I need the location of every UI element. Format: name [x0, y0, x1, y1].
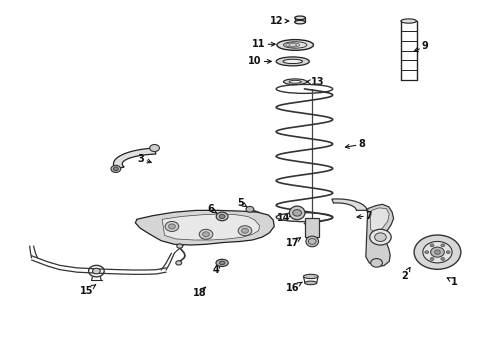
Circle shape [111, 165, 121, 172]
Circle shape [246, 206, 254, 212]
Text: 13: 13 [306, 77, 325, 87]
Circle shape [93, 268, 100, 274]
Circle shape [435, 250, 441, 254]
Circle shape [169, 224, 175, 229]
Ellipse shape [219, 261, 225, 265]
Ellipse shape [283, 59, 302, 64]
Circle shape [165, 221, 179, 231]
Ellipse shape [306, 236, 318, 247]
Circle shape [431, 247, 444, 257]
Ellipse shape [216, 259, 228, 266]
Circle shape [219, 214, 225, 219]
Text: 5: 5 [238, 198, 247, 208]
Circle shape [199, 229, 213, 239]
Polygon shape [366, 204, 393, 266]
Polygon shape [162, 214, 260, 240]
Text: 15: 15 [80, 285, 96, 296]
Text: 3: 3 [138, 154, 151, 163]
Circle shape [371, 258, 382, 267]
Circle shape [441, 257, 445, 260]
Polygon shape [135, 210, 274, 245]
Text: 18: 18 [194, 287, 207, 297]
Circle shape [308, 239, 316, 244]
Circle shape [176, 261, 182, 265]
Text: 9: 9 [414, 41, 429, 51]
Polygon shape [114, 148, 156, 169]
Circle shape [374, 233, 386, 242]
Circle shape [423, 242, 452, 263]
Circle shape [202, 232, 209, 237]
Text: 2: 2 [401, 267, 410, 281]
Text: 1: 1 [447, 277, 458, 287]
Circle shape [238, 226, 252, 236]
Circle shape [113, 167, 118, 171]
Text: 14: 14 [277, 212, 292, 222]
Polygon shape [305, 217, 319, 237]
Text: 7: 7 [357, 211, 372, 221]
Ellipse shape [277, 40, 314, 50]
Ellipse shape [284, 79, 307, 85]
Ellipse shape [303, 274, 318, 279]
Text: 17: 17 [286, 238, 300, 248]
Ellipse shape [305, 281, 317, 285]
Text: 12: 12 [270, 16, 289, 26]
Circle shape [430, 257, 434, 260]
Text: 10: 10 [248, 57, 271, 66]
Circle shape [370, 229, 391, 245]
Circle shape [242, 228, 248, 233]
Circle shape [441, 244, 445, 247]
Circle shape [216, 212, 228, 221]
Text: 11: 11 [252, 39, 275, 49]
Ellipse shape [401, 19, 416, 23]
Circle shape [293, 210, 301, 216]
Ellipse shape [289, 206, 305, 220]
Ellipse shape [294, 20, 305, 24]
Polygon shape [370, 208, 389, 234]
Text: 4: 4 [212, 264, 220, 275]
Circle shape [414, 235, 461, 269]
Ellipse shape [276, 57, 309, 66]
Ellipse shape [289, 80, 301, 83]
Circle shape [149, 144, 159, 152]
Polygon shape [332, 199, 367, 210]
Text: 16: 16 [286, 282, 302, 293]
Circle shape [177, 244, 183, 248]
Circle shape [425, 251, 429, 253]
Text: 6: 6 [208, 204, 217, 214]
Circle shape [430, 244, 434, 247]
Ellipse shape [294, 16, 305, 19]
Circle shape [446, 251, 450, 253]
Text: 8: 8 [345, 139, 366, 149]
